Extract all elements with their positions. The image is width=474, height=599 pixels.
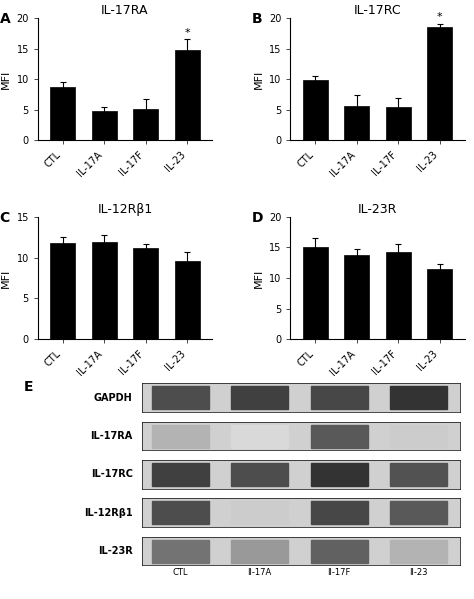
Text: CTL: CTL xyxy=(173,568,188,577)
Bar xyxy=(175,50,200,140)
Bar xyxy=(92,111,117,140)
Title: IL-12Rβ1: IL-12Rβ1 xyxy=(97,202,153,216)
Bar xyxy=(133,108,158,140)
Bar xyxy=(303,247,328,339)
Bar xyxy=(152,540,209,562)
Text: GAPDH: GAPDH xyxy=(94,393,133,403)
Bar xyxy=(50,86,75,140)
Bar xyxy=(390,425,447,447)
Bar xyxy=(303,80,328,140)
Bar xyxy=(386,252,410,339)
Bar xyxy=(231,463,288,486)
Text: Il-17A: Il-17A xyxy=(247,568,272,577)
Bar xyxy=(231,501,288,524)
Bar xyxy=(133,248,158,339)
Bar xyxy=(390,540,447,562)
Text: *: * xyxy=(437,12,442,22)
Bar xyxy=(390,386,447,409)
Text: A: A xyxy=(0,12,10,26)
Text: IL-23R: IL-23R xyxy=(98,546,133,556)
Y-axis label: MFI: MFI xyxy=(254,268,264,288)
Bar xyxy=(344,255,369,339)
Text: IL-12Rβ1: IL-12Rβ1 xyxy=(84,508,133,518)
Text: *: * xyxy=(184,28,190,38)
Title: IL-17RC: IL-17RC xyxy=(354,4,401,17)
Bar xyxy=(310,501,368,524)
Text: Il-17F: Il-17F xyxy=(328,568,351,577)
Title: IL-23R: IL-23R xyxy=(358,202,397,216)
Bar xyxy=(231,540,288,562)
Bar xyxy=(310,386,368,409)
Bar xyxy=(152,463,209,486)
Text: B: B xyxy=(252,12,263,26)
Text: C: C xyxy=(0,211,10,225)
Bar xyxy=(390,463,447,486)
Bar xyxy=(386,107,410,140)
Bar xyxy=(152,425,209,447)
Title: IL-17RA: IL-17RA xyxy=(101,4,149,17)
Bar xyxy=(427,270,452,339)
Text: E: E xyxy=(24,380,33,394)
Bar xyxy=(152,386,209,409)
Bar xyxy=(390,501,447,524)
Bar xyxy=(152,501,209,524)
Bar xyxy=(310,463,368,486)
Y-axis label: MFI: MFI xyxy=(1,268,11,288)
Bar xyxy=(50,243,75,339)
Y-axis label: MFI: MFI xyxy=(1,69,11,89)
Text: IL-17RC: IL-17RC xyxy=(91,470,133,479)
Bar xyxy=(231,425,288,447)
Bar xyxy=(231,386,288,409)
Bar xyxy=(175,261,200,339)
Bar xyxy=(427,27,452,140)
Bar xyxy=(310,540,368,562)
Bar xyxy=(310,425,368,447)
Bar xyxy=(92,242,117,339)
Text: Il-23: Il-23 xyxy=(409,568,428,577)
Y-axis label: MFI: MFI xyxy=(254,69,264,89)
Text: D: D xyxy=(252,211,264,225)
Bar xyxy=(344,106,369,140)
Text: IL-17RA: IL-17RA xyxy=(91,431,133,441)
